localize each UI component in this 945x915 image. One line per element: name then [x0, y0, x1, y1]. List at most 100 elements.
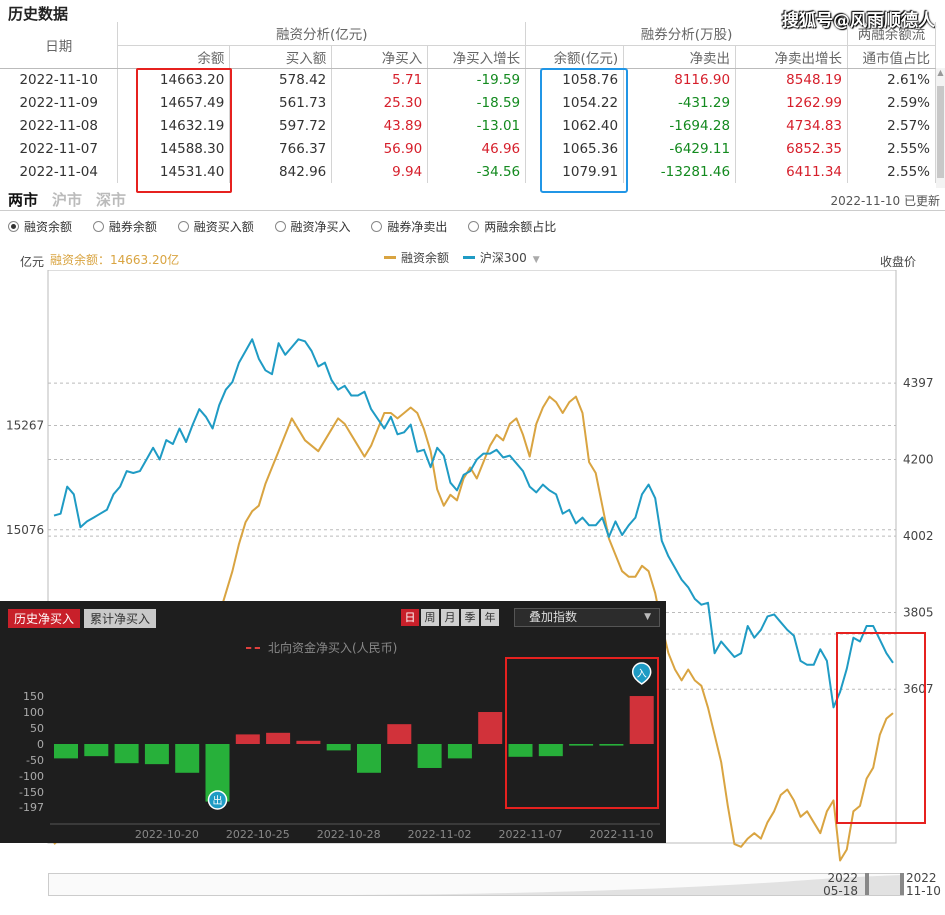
- cell-margin-balance: 14588.30: [117, 137, 231, 160]
- date: 2022-11-04: [0, 160, 119, 183]
- cell-short-net-change: 8548.19: [735, 68, 848, 91]
- inset-bar: [387, 724, 412, 744]
- inset-y-tick-label: -150: [19, 786, 44, 799]
- col-short-balance[interactable]: 余额(亿元): [525, 45, 625, 69]
- y-left-unit: 亿元: [20, 255, 45, 269]
- radio-dot-icon: [177, 221, 189, 232]
- cell-short-net-change: 4734.83: [735, 114, 848, 137]
- col-margin-balance[interactable]: 余额: [117, 45, 231, 69]
- cell-margin-net: 25.30: [331, 91, 429, 114]
- tab-shenzhen[interactable]: 深市: [96, 191, 127, 209]
- series-line-hs300: [53, 338, 894, 709]
- inset-bar: [296, 740, 321, 744]
- inset-bar: [144, 744, 169, 765]
- col-short-net[interactable]: 净卖出: [623, 45, 737, 69]
- slider-left-date: 05-18: [823, 884, 858, 898]
- y-right-tick-label: 4200: [903, 452, 934, 466]
- cell-margin-net: 9.94: [331, 160, 429, 183]
- cell-margin-balance: 14531.40: [117, 160, 231, 183]
- period-day-button[interactable]: 日: [401, 609, 419, 626]
- radio-ratio[interactable]: 两融余额占比: [468, 218, 556, 235]
- history-table: 日期 融资分析(亿元) 融券分析(万股) 两融余额流 余额 买入额 净买入 净买…: [0, 22, 936, 183]
- plot-frame: [47, 270, 897, 844]
- inset-bar: [175, 744, 200, 773]
- table-row: 2022-11-10 14663.20 578.42 5.71 -19.59 1058.7…: [0, 68, 936, 91]
- tab-both-markets[interactable]: 两市: [8, 191, 39, 209]
- col-ratio[interactable]: 通市值占比: [847, 45, 936, 69]
- inset-bar: [326, 744, 351, 751]
- col-short-net-change[interactable]: 净卖出增长: [735, 45, 848, 69]
- market-tabs: 两市 沪市 深市: [8, 189, 140, 210]
- tab-shanghai[interactable]: 沪市: [52, 191, 83, 209]
- inset-x-tick-label: 2022-10-25: [226, 828, 290, 841]
- inset-bar: [478, 712, 503, 744]
- marker-out-label: 出: [213, 794, 223, 807]
- col-margin-net[interactable]: 净买入: [331, 45, 429, 69]
- inset-bar: [84, 744, 109, 757]
- cell-margin-net-change: -18.59: [427, 91, 527, 114]
- marker-in-label: 入: [637, 669, 647, 680]
- tab-history-net-buy[interactable]: 历史净买入: [8, 609, 81, 628]
- northbound-inset-panel: 150 100 50 0 -50 -100 -150 -197 2022-10-20 2022-1…: [0, 601, 666, 843]
- y-right-tick-label: 4397: [903, 376, 934, 390]
- dropdown-caret-icon[interactable]: ▼: [532, 255, 540, 265]
- cell-margin-net: 56.90: [331, 137, 429, 160]
- slider-handle-left-icon: [865, 873, 869, 895]
- col-margin-buy[interactable]: 买入额: [229, 45, 333, 69]
- table-row: 2022-11-04 14531.40 842.96 9.94 -34.56 1079.9…: [0, 160, 936, 183]
- date: 2022-11-07: [0, 137, 119, 160]
- radio-short-net-sell[interactable]: 融券净卖出: [371, 218, 447, 235]
- inset-bar: [569, 744, 594, 746]
- cell-margin-net-change: 46.96: [427, 137, 527, 160]
- date: 2022-11-10: [0, 68, 119, 91]
- inset-y-tick-label: -197: [19, 801, 44, 814]
- cell-ratio: 2.57%: [847, 114, 936, 137]
- slider-right-date: 11-10: [906, 884, 941, 898]
- inset-y-tick-label: -100: [19, 770, 44, 783]
- slider-left-year: 2022: [827, 871, 858, 885]
- period-quarter-button[interactable]: 季: [461, 609, 479, 626]
- y-left-tick-label: 15076: [6, 523, 44, 537]
- radio-short-balance[interactable]: 融券余额: [92, 218, 157, 235]
- radio-margin-buy[interactable]: 融资买入额: [177, 218, 254, 235]
- slider-mini-area: [48, 875, 903, 895]
- period-year-button[interactable]: 年: [481, 609, 499, 626]
- inset-x-tick-label: 2022-11-07: [499, 828, 563, 841]
- cell-short-balance: 1079.91: [525, 160, 625, 183]
- inset-bar: [114, 744, 139, 764]
- period-week-button[interactable]: 周: [421, 609, 439, 626]
- inset-bar: [357, 744, 381, 773]
- inset-y-tick-label: 0: [37, 738, 44, 751]
- y-right-tick-label: 4002: [903, 529, 934, 543]
- scroll-up-icon[interactable]: ▲: [937, 68, 944, 77]
- cell-short-balance: 1062.40: [525, 114, 625, 137]
- marker-in-icon: [631, 662, 652, 685]
- highlight-box-short-balance: [540, 68, 628, 193]
- inset-bar: [599, 744, 624, 746]
- col-margin-net-change[interactable]: 净买入增长: [427, 45, 527, 69]
- cell-short-net-change: 6852.35: [735, 137, 848, 160]
- cell-margin-net-change: -34.56: [427, 160, 527, 183]
- legend-item-margin[interactable]: 融资余额: [384, 249, 449, 266]
- legend-item-hs300[interactable]: 沪深300 ▼: [462, 249, 540, 266]
- cell-margin-net-change: -19.59: [427, 68, 527, 91]
- inset-x-tick-label: 2022-10-20: [135, 828, 199, 841]
- cell-margin-net: 5.71: [331, 68, 429, 91]
- tab-cumulative-net-buy[interactable]: 累计净买入: [84, 609, 157, 628]
- inset-bar: [629, 696, 654, 744]
- radio-dot-icon: [468, 221, 480, 232]
- inset-y-tick-label: 150: [23, 690, 44, 703]
- radio-margin-net-buy[interactable]: 融资净买入: [274, 218, 351, 235]
- table-row: 2022-11-07 14588.30 766.37 56.90 46.96 1065.3…: [0, 137, 936, 160]
- group-ratio: 两融余额流: [847, 22, 936, 46]
- radio-margin-balance[interactable]: 融资余额: [8, 218, 72, 235]
- scrollbar-thumb[interactable]: [937, 86, 944, 178]
- radio-dot-icon: [371, 221, 383, 232]
- period-month-button[interactable]: 月: [441, 609, 459, 626]
- highlight-box-recent: [836, 632, 926, 824]
- inset-bar: [54, 744, 78, 759]
- overlay-index-select[interactable]: 叠加指数 ▼: [514, 608, 660, 627]
- cell-short-net: -431.29: [623, 91, 737, 114]
- y-right-tick-label: 3805: [903, 605, 934, 619]
